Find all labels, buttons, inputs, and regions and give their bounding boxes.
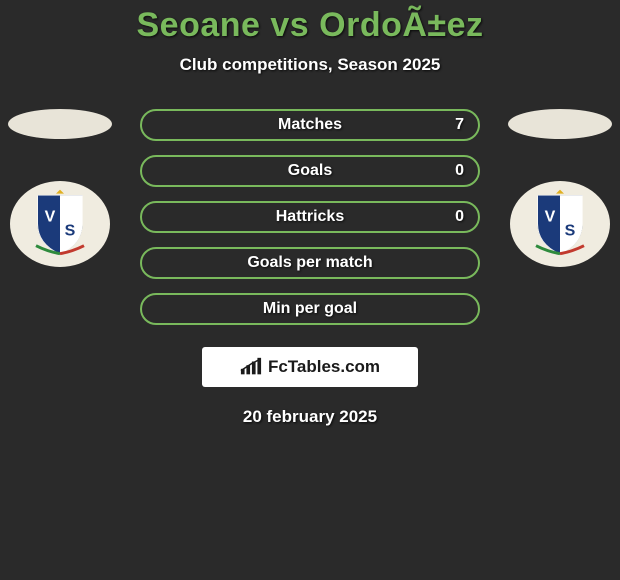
club-badge-left: V S: [10, 181, 110, 267]
stat-label: Goals per match: [247, 254, 372, 272]
stat-row-goals: Goals 0: [140, 155, 480, 187]
brand-text: FcTables.com: [268, 357, 380, 377]
stat-label: Goals: [288, 162, 332, 180]
shield-icon: V S: [32, 190, 88, 256]
player-avatar-placeholder-left: [8, 109, 112, 139]
left-player-column: V S: [0, 109, 120, 267]
stat-right-value: 7: [455, 116, 464, 134]
right-player-column: V S: [500, 109, 620, 267]
subtitle: Club competitions, Season 2025: [0, 55, 620, 75]
stat-right-value: 0: [455, 162, 464, 180]
shield-icon: V S: [532, 190, 588, 256]
player-avatar-placeholder-right: [508, 109, 612, 139]
svg-text:S: S: [65, 223, 76, 240]
stat-row-goals-per-match: Goals per match: [140, 247, 480, 279]
page-title: Seoane vs OrdoÃ±ez: [0, 0, 620, 45]
stat-row-matches: Matches 7: [140, 109, 480, 141]
brand-box[interactable]: FcTables.com: [202, 347, 418, 387]
svg-text:V: V: [545, 209, 556, 226]
bar-chart-icon: [240, 357, 262, 377]
stat-right-value: 0: [455, 208, 464, 226]
stat-label: Hattricks: [276, 208, 344, 226]
stat-label: Matches: [278, 116, 342, 134]
stat-row-hattricks: Hattricks 0: [140, 201, 480, 233]
svg-text:S: S: [565, 223, 576, 240]
stat-label: Min per goal: [263, 300, 357, 318]
comparison-panel: V S V S Matches: [0, 109, 620, 427]
club-badge-right: V S: [510, 181, 610, 267]
svg-text:V: V: [45, 209, 56, 226]
stats-list: Matches 7 Goals 0 Hattricks 0 Goals per …: [140, 109, 480, 325]
date-text: 20 february 2025: [0, 407, 620, 427]
stat-row-min-per-goal: Min per goal: [140, 293, 480, 325]
